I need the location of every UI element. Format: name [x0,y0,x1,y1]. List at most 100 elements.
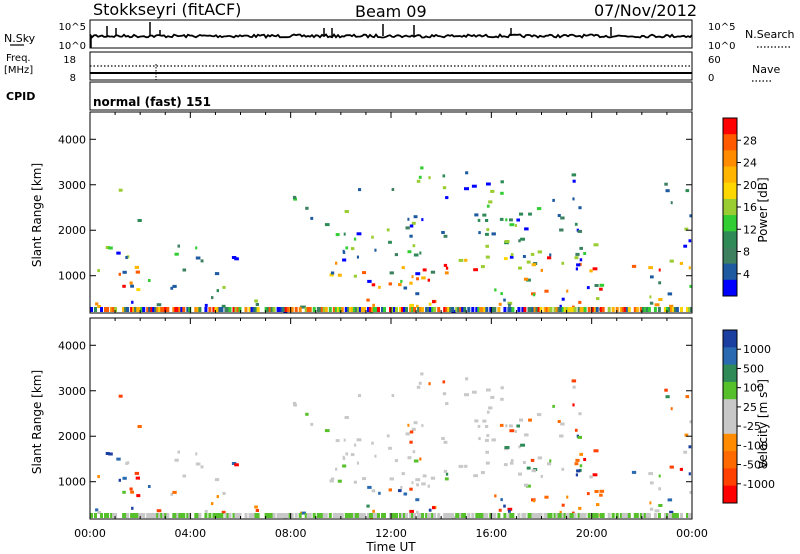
velocity-cell [665,513,669,518]
power-cell [505,218,508,222]
velocity-cell [593,513,597,518]
power-cell [479,307,483,312]
velocity-cell [443,469,448,473]
power-cell [370,307,374,312]
velocity-cell [124,513,128,518]
velocity-cell [372,509,375,513]
velocity-cell [172,513,176,518]
power-cell [391,188,395,191]
velocity-cell [329,479,334,483]
velocity-cell [658,474,661,478]
power-cell [428,302,432,306]
power-cell [335,233,340,237]
velocity-cell [425,513,429,518]
power-cell [148,279,151,282]
power-cell [409,234,413,238]
power-cell [401,266,405,270]
velocity-cell [665,395,670,399]
power-cell [411,221,416,225]
velocity-cell [490,395,495,399]
power-cell [429,307,433,312]
velocity-colorbar-tick-label: -25 [743,420,761,433]
velocity-cell [578,506,582,510]
power-cell [549,307,553,312]
power-cell [449,307,453,312]
power-cell [639,307,643,312]
power-cell [416,277,419,281]
velocity-cell [310,422,314,426]
velocity-cell [458,464,464,468]
power-cell [352,307,356,312]
power-cell [490,189,495,193]
power-cell [388,240,392,244]
power-cell [419,307,423,312]
velocity-cell [394,459,398,463]
velocity-cell [320,513,324,518]
velocity-cell [290,513,294,518]
power-cell [415,272,421,276]
velocity-cell [388,488,392,492]
power-cell [195,256,201,260]
velocity-cell [593,449,599,453]
power-cell [467,307,471,312]
power-cell [465,171,469,175]
velocity-cell [447,513,451,518]
power-cell [236,307,240,312]
velocity-cell [378,491,381,495]
velocity-cell [619,513,623,518]
power-cell [362,271,367,275]
velocity-cell [601,513,605,518]
nsky-tick-top: 10^5 [59,22,86,33]
power-cell [316,307,320,312]
velocity-cell [411,481,414,485]
power-cell [526,260,531,264]
power-cell [177,244,180,248]
velocity-cell [405,513,408,518]
velocity-cell [412,450,416,454]
velocity-cell [231,462,237,465]
power-cell [430,270,436,274]
power-cell [647,307,651,312]
velocity-cell [130,513,134,518]
velocity-cell [204,513,208,518]
velocity-cell [577,513,581,518]
velocity-cell [324,429,330,433]
velocity-cell [443,513,447,518]
velocity-cell [358,394,362,398]
power-cell [509,223,515,227]
power-cell [431,307,435,312]
power-cell [407,217,410,221]
velocity-cell [671,513,675,518]
power-colorbar: 28 24 20 16 12 8 4 [722,117,757,297]
velocity-cell [463,513,467,518]
velocity-cell [465,377,469,381]
velocity-cell [461,513,465,518]
power-cell [232,307,236,312]
velocity-cell [140,513,144,518]
velocity-cell [97,511,102,514]
power-cell [280,307,284,312]
power-cell [228,307,232,312]
power-cell [599,307,603,312]
velocity-cell [358,513,362,518]
velocity-cell [683,450,688,454]
power-cell [415,292,420,296]
velocity-cell [409,513,413,518]
velocity-cell [122,513,126,518]
power-cell [310,216,314,220]
power-cell [650,275,654,279]
velocity-cell [252,513,256,518]
velocity-cell [244,513,248,518]
velocity-cell [643,513,647,518]
power-cell [654,303,660,307]
power-cell [445,307,449,312]
velocity-colorbar-tick-label: -100 [743,439,768,452]
velocity-cell [589,475,593,479]
power-cell [443,263,448,267]
velocity-cell [248,513,252,518]
power-cell [162,307,166,312]
power-cell [591,307,595,312]
power-cell [126,255,130,259]
velocity-cell [443,440,448,444]
velocity-cell [356,513,360,518]
